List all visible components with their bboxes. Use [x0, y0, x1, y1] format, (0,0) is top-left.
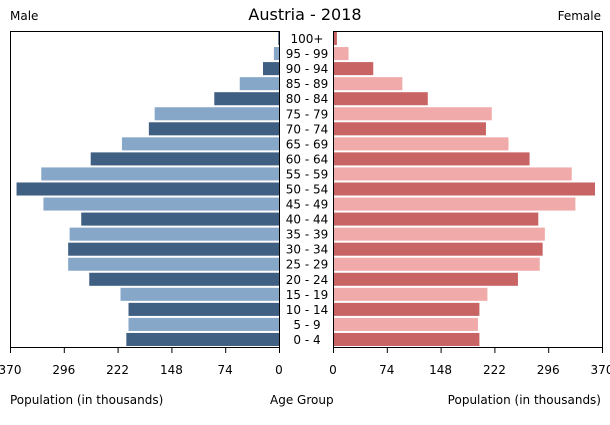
female-bar	[334, 257, 540, 271]
male-bar	[214, 92, 279, 106]
female-bar	[334, 302, 480, 316]
male-bar	[239, 77, 279, 91]
female-bar	[334, 287, 488, 301]
female-bar	[334, 122, 486, 136]
age-group-label: 70 - 74	[286, 122, 329, 136]
female-bar	[334, 197, 576, 211]
age-group-label: 100+	[291, 32, 324, 46]
x-tick-label-left: 0	[275, 363, 283, 377]
female-bar	[334, 332, 480, 346]
female-bar	[334, 77, 403, 91]
male-bar	[263, 62, 279, 76]
male-bar	[89, 272, 280, 286]
female-bar	[334, 47, 349, 61]
female-bar	[334, 107, 492, 121]
age-group-label: 5 - 9	[293, 318, 320, 332]
female-bar	[334, 167, 572, 181]
male-bar	[16, 182, 279, 196]
chart-title: Austria - 2018	[248, 5, 362, 24]
male-bar	[68, 242, 279, 256]
male-bar	[128, 302, 279, 316]
male-bar	[120, 287, 279, 301]
female-bar	[334, 212, 539, 226]
x-axis-label-center: Age Group	[270, 393, 334, 407]
male-bar	[121, 137, 280, 151]
age-group-label: 60 - 64	[286, 152, 329, 166]
x-tick-label-left: 296	[52, 363, 75, 377]
female-bar	[334, 62, 374, 76]
left-plot-frame	[10, 31, 280, 348]
age-group-label: 15 - 19	[286, 288, 329, 302]
x-axis-label-left: Population (in thousands)	[10, 393, 164, 407]
female-bar	[334, 92, 428, 106]
age-group-label: 80 - 84	[286, 92, 329, 106]
x-tick-label-left: 222	[106, 363, 129, 377]
x-tick-label-right: 148	[429, 363, 452, 377]
female-bar	[334, 227, 545, 241]
age-group-label: 65 - 69	[286, 137, 329, 151]
male-bar	[43, 197, 280, 211]
age-group-label: 45 - 49	[286, 198, 329, 212]
x-tick-label-right: 296	[537, 363, 560, 377]
age-group-label: 55 - 59	[286, 167, 329, 181]
female-bar	[334, 182, 596, 196]
female-bar	[334, 152, 530, 166]
x-tick-label-right: 222	[483, 363, 506, 377]
female-bar	[334, 137, 509, 151]
male-bar	[68, 257, 279, 271]
age-group-label: 0 - 4	[293, 333, 320, 347]
age-group-label: 25 - 29	[286, 258, 329, 272]
x-axis-label-right: Population (in thousands)	[447, 393, 601, 407]
female-bar	[334, 242, 543, 256]
right-plot-frame	[333, 31, 603, 348]
age-group-label: 30 - 34	[286, 243, 329, 257]
male-bar	[90, 152, 279, 166]
male-bar	[273, 47, 279, 61]
female-label: Female	[557, 9, 601, 23]
x-tick-label-right: 74	[379, 363, 394, 377]
x-tick-label-right: 370	[591, 363, 610, 377]
male-bar	[81, 212, 279, 226]
female-bar	[334, 317, 478, 331]
female-bar	[334, 32, 337, 46]
male-bar	[128, 317, 279, 331]
x-tick-label-left: 370	[0, 363, 21, 377]
age-group-label: 95 - 99	[286, 47, 329, 61]
x-tick-label-left: 148	[160, 363, 183, 377]
age-group-label: 10 - 14	[286, 303, 329, 317]
age-group-label: 20 - 24	[286, 273, 329, 287]
age-group-label: 50 - 54	[286, 183, 329, 197]
male-bar	[154, 107, 279, 121]
age-group-label: 35 - 39	[286, 228, 329, 242]
male-bar	[126, 332, 279, 346]
male-label: Male	[10, 9, 39, 23]
male-bar	[278, 32, 279, 46]
x-tick-label-right: 0	[329, 363, 337, 377]
age-group-label: 75 - 79	[286, 107, 329, 121]
male-bar	[148, 122, 279, 136]
x-tick-label-left: 74	[218, 363, 233, 377]
age-group-label: 40 - 44	[286, 213, 329, 227]
male-bar	[69, 227, 280, 241]
age-group-label: 90 - 94	[286, 62, 329, 76]
age-group-label: 85 - 89	[286, 77, 329, 91]
female-bar	[334, 272, 518, 286]
male-bar	[41, 167, 279, 181]
